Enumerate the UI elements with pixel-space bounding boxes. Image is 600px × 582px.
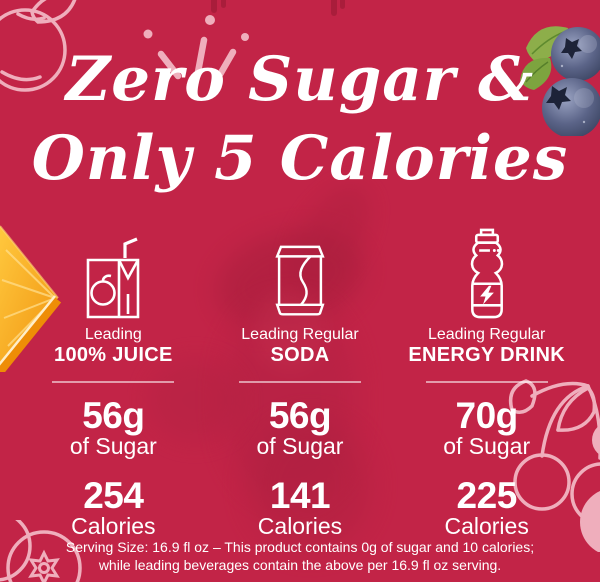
divider [425, 381, 548, 383]
calories-value: 141 [269, 475, 331, 516]
sugar-label: of Sugar [443, 433, 531, 459]
footnote-line1: Serving Size: 16.9 fl oz – This product … [65, 539, 535, 555]
category-name: 100% JUICE [54, 344, 173, 366]
comparison-grid: Leading 100% JUICE 56g of Sugar 254 Calo… [20, 228, 580, 539]
serving-size-footnote: Serving Size: 16.9 fl oz – This product … [0, 538, 600, 574]
calories-label: Calories [257, 513, 343, 539]
calories-label: Calories [71, 513, 156, 539]
sugar-value: 56g [268, 395, 332, 436]
divider [52, 381, 175, 383]
category-label: Leading Regular [241, 326, 359, 343]
red-drip-icon [211, 0, 217, 13]
category-name: ENERGY DRINK [408, 344, 565, 366]
headline-line1: Zero Sugar & [65, 44, 535, 115]
category-name: SODA [270, 344, 330, 366]
calories-value: 225 [456, 475, 518, 516]
footnote-line2: while leading beverages contain the abov… [98, 557, 502, 573]
energy-drink-bottle-icon [470, 228, 503, 319]
category-label: Leading [84, 326, 142, 343]
soda-can-icon [275, 245, 325, 316]
calories-label: Calories [444, 513, 529, 539]
sugar-value: 70g [455, 395, 519, 436]
sugar-value: 56g [82, 395, 145, 436]
sugar-label: of Sugar [69, 433, 157, 459]
column-soda: Leading Regular SODA 56g of Sugar 141 Ca… [207, 228, 394, 539]
red-drip-icon [340, 0, 345, 9]
column-juice: Leading 100% JUICE 56g of Sugar 254 Calo… [20, 228, 207, 539]
red-drip-icon [221, 0, 226, 8]
calories-value: 254 [83, 475, 144, 516]
divider [238, 381, 361, 383]
headline: Zero Sugar & Only 5 Calories [0, 40, 600, 198]
headline-line2: Only 5 Calories [31, 123, 569, 194]
column-energy-drink: Leading Regular ENERGY DRINK 70g of Suga… [393, 228, 580, 539]
category-label: Leading Regular [427, 326, 546, 343]
juice-box-icon [87, 237, 140, 319]
red-drip-icon [331, 0, 337, 16]
sugar-label: of Sugar [256, 433, 344, 459]
